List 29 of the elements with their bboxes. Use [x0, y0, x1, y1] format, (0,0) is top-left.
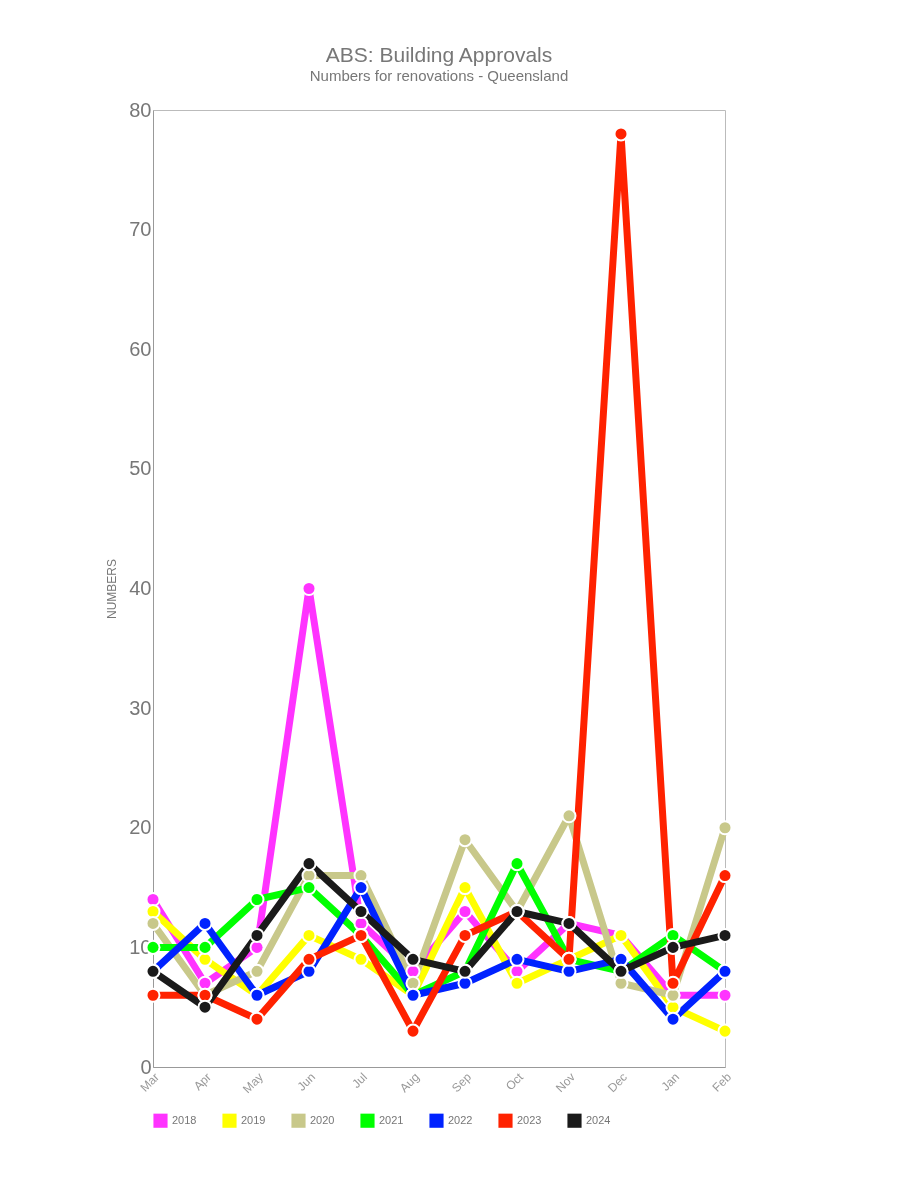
chart-title: ABS: Building Approvals: [325, 43, 553, 66]
x-tick-label: Oct: [502, 1069, 527, 1094]
legend-label: 2021: [379, 1113, 404, 1126]
x-tick-label: Jan: [658, 1070, 682, 1094]
y-tick-label: 80: [129, 98, 152, 121]
legend-label: 2020: [310, 1113, 335, 1126]
x-tick-label: Sep: [448, 1069, 475, 1096]
y-tick-label: 60: [129, 337, 152, 360]
chart-subtitle: Numbers for renovations - Queensland: [309, 67, 569, 84]
y-tick-label: 70: [129, 218, 152, 241]
y-axis-title: NUMBERS: [105, 558, 120, 620]
x-tick-label: Feb: [709, 1069, 735, 1095]
legend-label: 2024: [586, 1113, 611, 1126]
legend-label: 2022: [448, 1113, 473, 1126]
legend-label: 2018: [172, 1113, 197, 1126]
y-tick-label: 0: [140, 1055, 152, 1078]
x-tick-label: Nov: [552, 1070, 578, 1096]
y-tick-label: 20: [129, 816, 152, 839]
y-tick-label: 30: [129, 696, 152, 719]
x-tick-label: Apr: [190, 1070, 214, 1094]
y-tick-label: 50: [129, 457, 152, 480]
legend-label: 2023: [517, 1113, 542, 1126]
x-tick-label: Aug: [396, 1070, 422, 1096]
x-tick-label: Dec: [604, 1070, 630, 1096]
legend-label: 2019: [241, 1113, 266, 1126]
x-tick-label: Jul: [349, 1070, 370, 1091]
x-tick-label: Jun: [294, 1070, 318, 1094]
y-tick-label: 40: [129, 577, 152, 599]
x-tick-label: May: [240, 1070, 266, 1097]
